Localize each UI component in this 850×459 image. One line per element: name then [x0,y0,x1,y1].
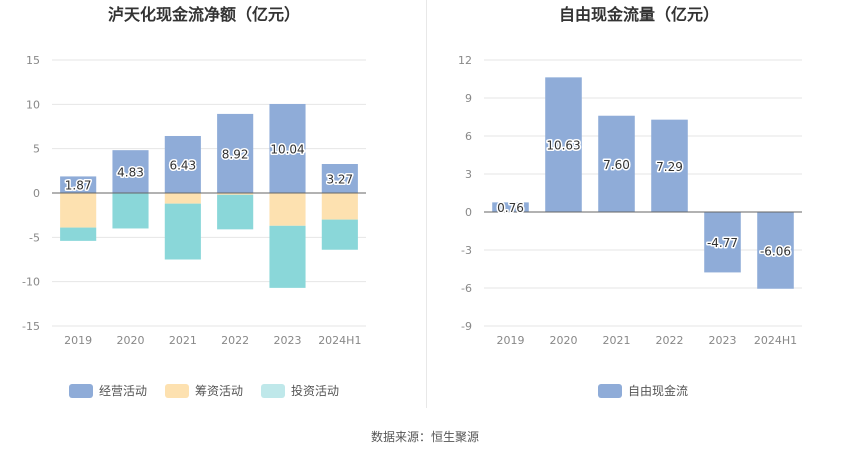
bar-2021-经营活动 [164,135,201,193]
cashflow-net-chart: 泸天化现金流净额（亿元） 15 10 5 0 -5 -10 -15 2019 2020 2021 20… [0,0,425,410]
source-text: 数据来源：恒生聚源 [370,430,479,444]
data-label: -6.06 [760,244,791,258]
chart-title: 自由现金流量（亿元） [559,5,719,24]
x-tick-label: 2021 [603,334,631,347]
x-tick-label: 2020 [117,334,145,347]
x-tick-label: 2023 [274,334,302,347]
bar-2020-投资活动 [112,193,149,229]
y-tick-label: 5 [33,143,40,156]
data-label: 4.83 [117,166,144,180]
bar-2023-经营活动 [269,103,306,193]
chart-divider [426,0,427,408]
chart-title: 泸天化现金流净额（亿元） [108,5,300,24]
x-tick-label: 2022 [221,334,249,347]
data-label: 3.27 [326,173,353,187]
data-label: 10.63 [546,139,580,153]
legend-swatch-自由现金流 [598,384,622,398]
bar-2021-筹资活动 [164,193,201,204]
bar-2022-筹资活动 [217,193,254,195]
x-tick-label: 2019 [64,334,92,347]
y-tick-label: 0 [33,187,40,200]
bar-2020-自由现金流 [545,77,582,212]
y-tick-label: -3 [461,244,472,257]
legend-swatch-筹资活动 [165,384,189,398]
x-tick-label: 2020 [550,334,578,347]
bar-2023-筹资活动 [269,193,306,226]
x-tick-label: 2023 [709,334,737,347]
y-tick-label: 9 [465,92,472,105]
y-tick-label: 10 [26,98,40,111]
data-label: -4.77 [707,236,738,250]
y-tick-label: -9 [461,320,472,333]
legend-swatch-投资活动 [261,384,285,398]
legend-label-自由现金流: 自由现金流 [628,383,688,398]
data-label: 1.87 [65,179,92,193]
x-tick-label: 2024H1 [318,334,361,347]
data-label: 10.04 [270,142,304,156]
free-cashflow-svg: 自由现金流量（亿元） 12 9 6 3 0 -3 -6 -9 2019 2020 2021 2022 20… [458,5,802,398]
y-tick-label: -5 [29,231,40,244]
bar-2022-自由现金流 [651,119,688,212]
y-tick-label: 3 [465,168,472,181]
y-tick-label: -15 [22,320,40,333]
y-tick-label: 6 [465,130,472,143]
legend-label-筹资活动: 筹资活动 [195,384,243,398]
x-tick-label: 2021 [169,334,197,347]
bar-2022-经营活动 [217,113,254,193]
bar-2023-自由现金流 [704,212,741,273]
legend-label-经营活动: 经营活动 [99,384,147,398]
x-tick-label: 2024H1 [754,334,797,347]
x-tick-label: 2019 [497,334,525,347]
bar-2019-筹资活动 [60,193,97,228]
x-tick-label: 2022 [656,334,684,347]
y-tick-label: 0 [465,206,472,219]
bar-2024H1-投资活动 [321,219,358,250]
bar-2019-自由现金流 [492,202,529,212]
y-tick-label: -10 [22,276,40,289]
data-label: 7.29 [656,160,683,174]
data-label: 0.76 [497,201,524,215]
bar-2024H1-筹资活动 [321,193,358,220]
bar-2024H1-经营活动 [321,164,358,193]
free-cashflow-chart: 自由现金流量（亿元） 12 9 6 3 0 -3 -6 -9 2019 2020 2021 2022 20… [427,0,850,410]
data-label: 8.92 [222,147,249,161]
bar-2019-投资活动 [60,227,97,241]
data-label: 7.60 [603,158,630,172]
y-tick-label: 15 [26,54,40,67]
y-tick-label: 12 [458,54,472,67]
bar-2019-经营活动 [60,176,97,193]
legend-swatch-经营活动 [69,384,93,398]
data-label: 6.43 [169,158,196,172]
bar-2020-经营活动 [112,150,149,193]
legend-label-投资活动: 投资活动 [291,383,339,398]
bar-2021-自由现金流 [598,115,635,212]
y-tick-label: -6 [461,282,472,295]
bar-2022-投资活动 [217,194,254,230]
bar-2021-投资活动 [164,203,201,260]
cashflow-net-svg: 泸天化现金流净额（亿元） 15 10 5 0 -5 -10 -15 2019 2020 2021 20… [22,5,366,398]
bar-2023-投资活动 [269,225,306,288]
bar-2024H1-自由现金流 [757,212,794,289]
